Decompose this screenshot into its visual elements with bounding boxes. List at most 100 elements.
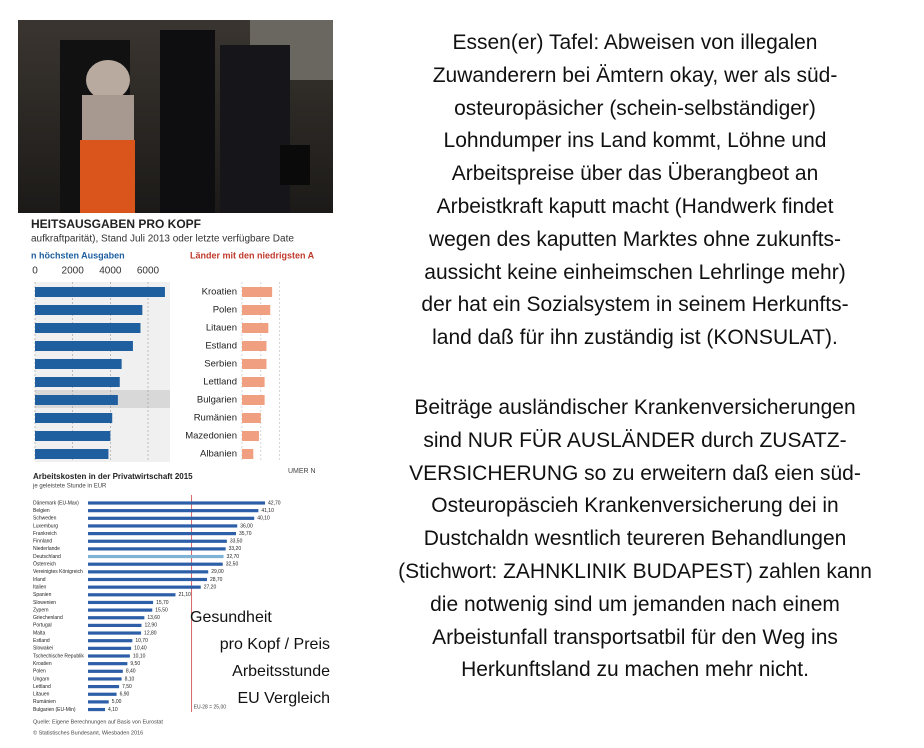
value-label: 36,00 bbox=[240, 523, 253, 529]
value-label: 8,10 bbox=[125, 676, 135, 682]
source-note: Quelle: Eigene Berechnungen auf Basis vo… bbox=[33, 719, 163, 725]
text-line: Zuwanderern bei Ämtern okay, wer als süd… bbox=[432, 63, 838, 87]
bar bbox=[242, 323, 269, 333]
country-label: Slowakei bbox=[33, 646, 53, 652]
country-label: Estland bbox=[205, 341, 237, 352]
text-line: wegen des kaputten Marktes ohne zukunfts… bbox=[428, 227, 842, 251]
legend-right: Länder mit den niedrigsten A bbox=[190, 250, 315, 260]
bar bbox=[88, 577, 207, 582]
value-label: 13,60 bbox=[147, 615, 160, 621]
bar bbox=[35, 431, 111, 441]
axis-tick-label: 6000 bbox=[137, 266, 160, 277]
photo bbox=[18, 20, 333, 213]
bar bbox=[88, 600, 154, 605]
overlay-caption: EU Vergleich bbox=[238, 690, 331, 707]
overlay-caption: Arbeitsstunde bbox=[232, 663, 330, 680]
value-label: 7,50 bbox=[122, 684, 132, 690]
value-label: 41,10 bbox=[261, 508, 274, 514]
chart-title: Arbeitskosten in der Privatwirtschaft 20… bbox=[33, 472, 193, 481]
country-label: Estland bbox=[33, 638, 50, 644]
country-label: Finnland bbox=[33, 539, 52, 545]
country-label: Polen bbox=[33, 669, 46, 675]
country-label: Bulgarien bbox=[197, 395, 237, 406]
bar bbox=[88, 539, 227, 543]
country-label: Italien bbox=[33, 584, 47, 590]
country-label: Rumänien bbox=[33, 699, 56, 705]
bar bbox=[88, 662, 128, 666]
bar bbox=[88, 524, 238, 528]
bar bbox=[242, 287, 273, 297]
value-label: 32,70 bbox=[227, 554, 240, 560]
bar bbox=[35, 305, 143, 315]
country-label: Bulgarien (EU-Min) bbox=[33, 707, 76, 713]
value-label: 5,00 bbox=[112, 699, 122, 705]
country-label: Deutschland bbox=[33, 554, 61, 560]
value-label: 15,50 bbox=[155, 607, 168, 613]
bar bbox=[88, 554, 224, 559]
text-line: VERSICHERUNG so zu erweitern daß eien sü… bbox=[409, 461, 861, 485]
bar bbox=[242, 377, 265, 387]
text-line: Herkunftsland zu machen mehr nicht. bbox=[461, 658, 809, 682]
chart-footer: UMER N bbox=[288, 468, 316, 475]
country-label: Lettland bbox=[33, 684, 51, 690]
country-label: Polen bbox=[213, 305, 237, 316]
country-label: Slowenien bbox=[33, 600, 56, 606]
copyright: © Statistisches Bundesamt, Wiesbaden 201… bbox=[33, 729, 143, 736]
value-label: 27,20 bbox=[204, 584, 217, 590]
bar bbox=[35, 287, 165, 297]
value-label: 32,50 bbox=[226, 562, 239, 568]
axis-tick-label: 0 bbox=[32, 266, 38, 277]
country-label: Serbien bbox=[204, 359, 237, 370]
text-line: Arbeitspreise über das Überangbeot an bbox=[451, 162, 819, 186]
text-line: aussicht keine einheimschen Lehrlinge me… bbox=[424, 260, 846, 284]
bar bbox=[88, 692, 117, 696]
text-line: Arbeistkraft kaputt macht (Handwerk find… bbox=[436, 194, 834, 218]
country-label: Niederlande bbox=[33, 546, 60, 552]
country-label: Irland bbox=[33, 577, 46, 583]
bar bbox=[242, 449, 254, 459]
bar bbox=[242, 413, 261, 423]
country-label: Malta bbox=[33, 630, 45, 636]
text-line: land daß für ihn zuständig ist (KONSULAT… bbox=[432, 326, 838, 350]
country-label: Litauen bbox=[33, 692, 50, 698]
legend-left: n höchsten Ausgaben bbox=[31, 250, 125, 260]
text-line: Arbeistunfall transportsatbil für den We… bbox=[432, 625, 838, 649]
country-label: Kroatien bbox=[33, 661, 52, 667]
axis-tick-label: 2000 bbox=[62, 266, 85, 277]
country-label: Luxemburg bbox=[33, 523, 58, 529]
bar bbox=[88, 585, 201, 589]
bar bbox=[88, 593, 176, 597]
value-label: 12,80 bbox=[144, 630, 157, 636]
bar bbox=[88, 639, 133, 643]
bar bbox=[35, 449, 109, 459]
bar bbox=[242, 305, 271, 315]
country-label: Ungarn bbox=[33, 676, 50, 682]
text-line: (Stichwort: ZAHNKLINIK BUDAPEST) zahlen … bbox=[398, 559, 872, 583]
value-label: 33,50 bbox=[230, 539, 243, 545]
text-line: Dustchaldn wesntlich teureren Behandlung… bbox=[423, 527, 847, 551]
bar bbox=[88, 685, 120, 689]
bar bbox=[88, 532, 236, 536]
bar bbox=[88, 509, 259, 513]
country-label: Albanien bbox=[200, 449, 237, 460]
chart-subtitle: je geleistete Stunde in EUR bbox=[32, 484, 107, 490]
value-label: 21,10 bbox=[178, 592, 191, 598]
value-label: 42,70 bbox=[268, 500, 281, 506]
value-label: 4,10 bbox=[108, 707, 118, 713]
text-line: Essen(er) Tafel: Abweisen von illegalen bbox=[452, 31, 818, 54]
bar bbox=[88, 654, 130, 658]
bar bbox=[242, 395, 265, 405]
value-label: 10,40 bbox=[134, 646, 147, 652]
text-line: Beiträge ausländischer Krankenversicheru… bbox=[414, 395, 856, 419]
text-line: die notwenig sind um jemanden nach einem bbox=[430, 592, 840, 616]
country-label: Zypern bbox=[33, 607, 49, 613]
chart-subtitle: aufkraftparität), Stand Juli 2013 oder l… bbox=[31, 234, 294, 245]
bar bbox=[88, 669, 123, 673]
bar bbox=[88, 623, 142, 627]
bar bbox=[35, 377, 120, 387]
value-label: 12,90 bbox=[144, 623, 157, 629]
country-label: Schweden bbox=[33, 516, 57, 522]
value-label: 9,50 bbox=[130, 661, 140, 667]
chart-title: HEITSAUSGABEN PRO KOPF bbox=[31, 217, 201, 231]
